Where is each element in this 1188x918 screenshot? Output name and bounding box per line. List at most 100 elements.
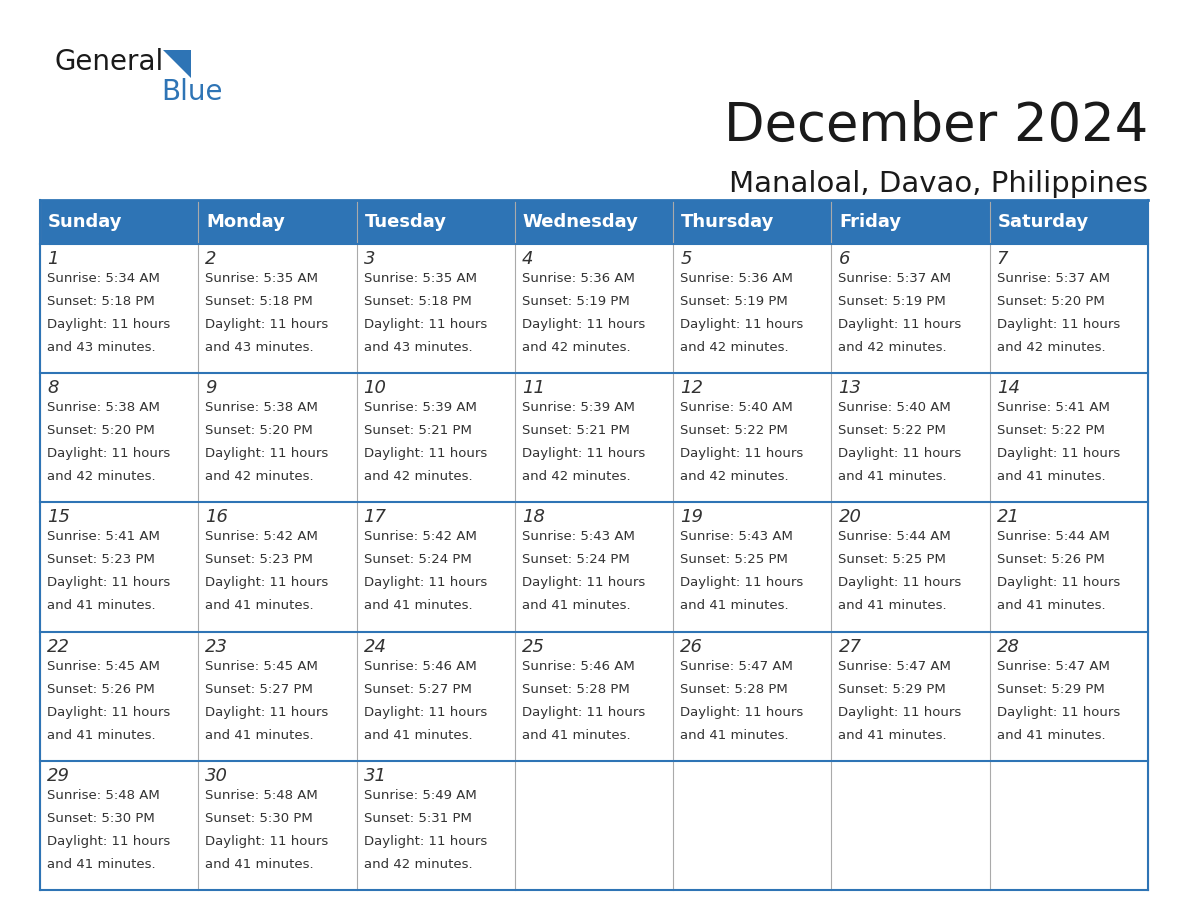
Text: 19: 19 — [681, 509, 703, 526]
Text: 18: 18 — [522, 509, 545, 526]
Bar — [674, 761, 832, 890]
Bar — [832, 374, 990, 502]
Text: Sunrise: 5:47 AM: Sunrise: 5:47 AM — [839, 660, 952, 673]
Text: and 41 minutes.: and 41 minutes. — [206, 599, 314, 612]
Text: and 42 minutes.: and 42 minutes. — [48, 470, 156, 483]
Bar — [514, 502, 674, 632]
Text: Saturday: Saturday — [998, 213, 1089, 231]
Text: Daylight: 11 hours: Daylight: 11 hours — [48, 318, 170, 331]
Text: 27: 27 — [839, 638, 861, 655]
Bar — [514, 374, 674, 502]
Text: Sunrise: 5:44 AM: Sunrise: 5:44 AM — [997, 531, 1110, 543]
Text: Sunset: 5:18 PM: Sunset: 5:18 PM — [48, 295, 154, 308]
Bar — [832, 761, 990, 890]
Text: 10: 10 — [364, 379, 386, 397]
Text: and 41 minutes.: and 41 minutes. — [48, 857, 156, 871]
Text: 12: 12 — [681, 379, 703, 397]
Text: Daylight: 11 hours: Daylight: 11 hours — [48, 834, 170, 848]
Text: Daylight: 11 hours: Daylight: 11 hours — [681, 577, 803, 589]
Text: Sunset: 5:20 PM: Sunset: 5:20 PM — [48, 424, 154, 437]
Bar — [356, 374, 514, 502]
Text: Daylight: 11 hours: Daylight: 11 hours — [522, 447, 645, 460]
Bar — [356, 761, 514, 890]
Text: and 43 minutes.: and 43 minutes. — [364, 341, 472, 354]
Text: 22: 22 — [48, 638, 70, 655]
Text: and 41 minutes.: and 41 minutes. — [48, 729, 156, 742]
Text: Sunset: 5:22 PM: Sunset: 5:22 PM — [997, 424, 1105, 437]
Text: Sunrise: 5:43 AM: Sunrise: 5:43 AM — [522, 531, 634, 543]
Bar — [674, 244, 832, 374]
Text: 4: 4 — [522, 250, 533, 268]
Bar — [990, 632, 1148, 761]
Bar — [674, 502, 832, 632]
Text: 11: 11 — [522, 379, 545, 397]
Text: and 42 minutes.: and 42 minutes. — [206, 470, 314, 483]
Text: Sunset: 5:19 PM: Sunset: 5:19 PM — [681, 295, 788, 308]
Text: Daylight: 11 hours: Daylight: 11 hours — [839, 447, 961, 460]
Text: and 42 minutes.: and 42 minutes. — [522, 470, 631, 483]
Text: Daylight: 11 hours: Daylight: 11 hours — [206, 447, 329, 460]
Bar — [990, 761, 1148, 890]
Text: 31: 31 — [364, 767, 386, 785]
Text: 8: 8 — [48, 379, 58, 397]
Bar — [990, 374, 1148, 502]
Bar — [514, 244, 674, 374]
Text: Sunrise: 5:38 AM: Sunrise: 5:38 AM — [206, 401, 318, 414]
Text: Sunrise: 5:35 AM: Sunrise: 5:35 AM — [364, 272, 476, 285]
Text: Sunrise: 5:47 AM: Sunrise: 5:47 AM — [681, 660, 794, 673]
Text: 16: 16 — [206, 509, 228, 526]
Text: 1: 1 — [48, 250, 58, 268]
Text: Sunset: 5:31 PM: Sunset: 5:31 PM — [364, 812, 472, 824]
Text: Sunrise: 5:42 AM: Sunrise: 5:42 AM — [364, 531, 476, 543]
Text: Tuesday: Tuesday — [365, 213, 447, 231]
Text: Daylight: 11 hours: Daylight: 11 hours — [206, 577, 329, 589]
Text: Daylight: 11 hours: Daylight: 11 hours — [522, 577, 645, 589]
Bar — [40, 374, 198, 502]
Text: Daylight: 11 hours: Daylight: 11 hours — [364, 318, 487, 331]
Bar — [356, 632, 514, 761]
Text: Sunset: 5:30 PM: Sunset: 5:30 PM — [206, 812, 312, 824]
Text: and 42 minutes.: and 42 minutes. — [839, 341, 947, 354]
Text: Sunrise: 5:48 AM: Sunrise: 5:48 AM — [206, 789, 318, 801]
Text: Sunset: 5:28 PM: Sunset: 5:28 PM — [681, 683, 788, 696]
Bar — [40, 244, 198, 374]
Text: 28: 28 — [997, 638, 1019, 655]
Text: and 41 minutes.: and 41 minutes. — [839, 599, 947, 612]
Bar — [40, 632, 198, 761]
Text: Daylight: 11 hours: Daylight: 11 hours — [364, 706, 487, 719]
Text: Sunset: 5:27 PM: Sunset: 5:27 PM — [206, 683, 314, 696]
Text: Daylight: 11 hours: Daylight: 11 hours — [48, 577, 170, 589]
Text: Sunrise: 5:40 AM: Sunrise: 5:40 AM — [681, 401, 792, 414]
Text: Daylight: 11 hours: Daylight: 11 hours — [681, 318, 803, 331]
Text: Sunset: 5:29 PM: Sunset: 5:29 PM — [839, 683, 946, 696]
Text: and 41 minutes.: and 41 minutes. — [839, 470, 947, 483]
Polygon shape — [163, 50, 191, 78]
Bar — [514, 632, 674, 761]
Text: Sunset: 5:25 PM: Sunset: 5:25 PM — [681, 554, 788, 566]
Text: and 41 minutes.: and 41 minutes. — [206, 857, 314, 871]
Text: Sunrise: 5:40 AM: Sunrise: 5:40 AM — [839, 401, 952, 414]
Text: Sunrise: 5:48 AM: Sunrise: 5:48 AM — [48, 789, 159, 801]
Bar — [40, 761, 198, 890]
Text: Monday: Monday — [207, 213, 285, 231]
Bar — [514, 761, 674, 890]
Text: and 41 minutes.: and 41 minutes. — [522, 599, 631, 612]
Text: Sunset: 5:18 PM: Sunset: 5:18 PM — [206, 295, 312, 308]
Text: Sunset: 5:23 PM: Sunset: 5:23 PM — [206, 554, 314, 566]
Text: and 41 minutes.: and 41 minutes. — [48, 599, 156, 612]
Text: Sunrise: 5:36 AM: Sunrise: 5:36 AM — [681, 272, 794, 285]
Text: and 43 minutes.: and 43 minutes. — [48, 341, 156, 354]
Text: 7: 7 — [997, 250, 1009, 268]
Text: 15: 15 — [48, 509, 70, 526]
Text: Daylight: 11 hours: Daylight: 11 hours — [364, 834, 487, 848]
Text: Sunset: 5:20 PM: Sunset: 5:20 PM — [997, 295, 1105, 308]
Bar — [198, 374, 356, 502]
Text: Daylight: 11 hours: Daylight: 11 hours — [522, 706, 645, 719]
Bar — [40, 502, 198, 632]
Text: Sunset: 5:29 PM: Sunset: 5:29 PM — [997, 683, 1105, 696]
Text: Sunset: 5:22 PM: Sunset: 5:22 PM — [681, 424, 788, 437]
Text: Sunset: 5:19 PM: Sunset: 5:19 PM — [839, 295, 946, 308]
Text: and 41 minutes.: and 41 minutes. — [997, 470, 1105, 483]
Text: Sunrise: 5:46 AM: Sunrise: 5:46 AM — [364, 660, 476, 673]
Text: 5: 5 — [681, 250, 691, 268]
